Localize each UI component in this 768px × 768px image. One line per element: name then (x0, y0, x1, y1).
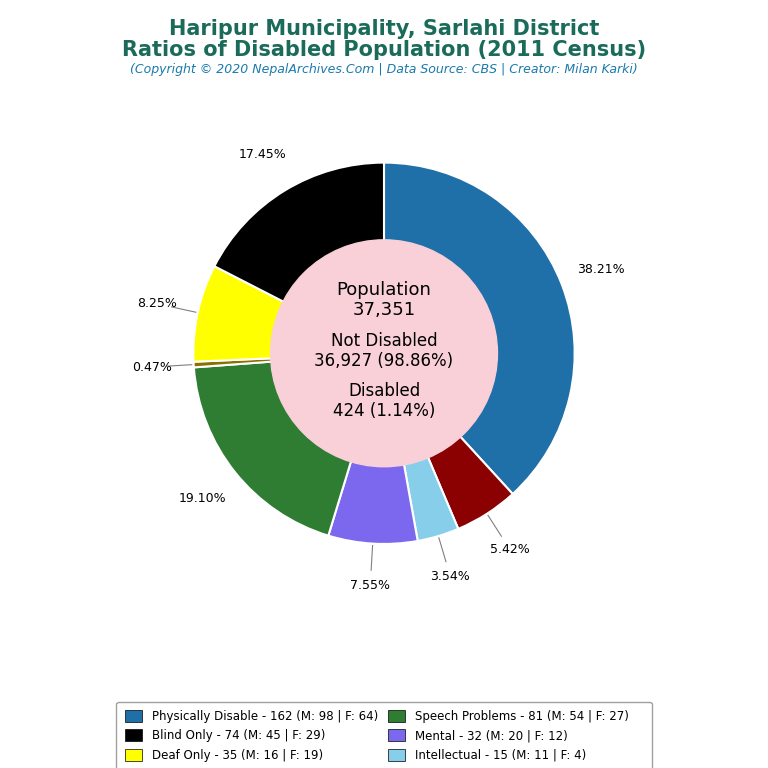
Text: (Copyright © 2020 NepalArchives.Com | Data Source: CBS | Creator: Milan Karki): (Copyright © 2020 NepalArchives.Com | Da… (130, 63, 638, 76)
Wedge shape (194, 362, 352, 535)
Text: 8.25%: 8.25% (137, 297, 177, 310)
Text: Not Disabled: Not Disabled (331, 332, 437, 350)
Text: 3.54%: 3.54% (430, 570, 470, 583)
Text: Population: Population (336, 281, 432, 300)
Text: 17.45%: 17.45% (239, 148, 286, 161)
Text: 7.55%: 7.55% (350, 579, 390, 592)
Text: 0.47%: 0.47% (132, 360, 172, 373)
Text: 5.42%: 5.42% (490, 542, 529, 555)
Text: 38.21%: 38.21% (577, 263, 624, 276)
Text: Disabled: Disabled (348, 382, 420, 400)
Wedge shape (194, 358, 273, 367)
Wedge shape (403, 455, 458, 541)
Text: Haripur Municipality, Sarlahi District: Haripur Municipality, Sarlahi District (169, 19, 599, 39)
Wedge shape (427, 435, 513, 529)
Wedge shape (328, 459, 418, 544)
Wedge shape (384, 163, 574, 494)
Text: 19.10%: 19.10% (178, 492, 226, 505)
Text: Ratios of Disabled Population (2011 Census): Ratios of Disabled Population (2011 Cens… (122, 40, 646, 60)
Circle shape (270, 240, 498, 467)
Text: 36,927 (98.86%): 36,927 (98.86%) (314, 352, 454, 370)
Text: 37,351: 37,351 (353, 301, 415, 319)
Text: 424 (1.14%): 424 (1.14%) (333, 402, 435, 420)
Wedge shape (194, 266, 286, 362)
Wedge shape (214, 163, 384, 303)
Legend: Physically Disable - 162 (M: 98 | F: 64), Blind Only - 74 (M: 45 | F: 29), Deaf : Physically Disable - 162 (M: 98 | F: 64)… (117, 702, 651, 768)
